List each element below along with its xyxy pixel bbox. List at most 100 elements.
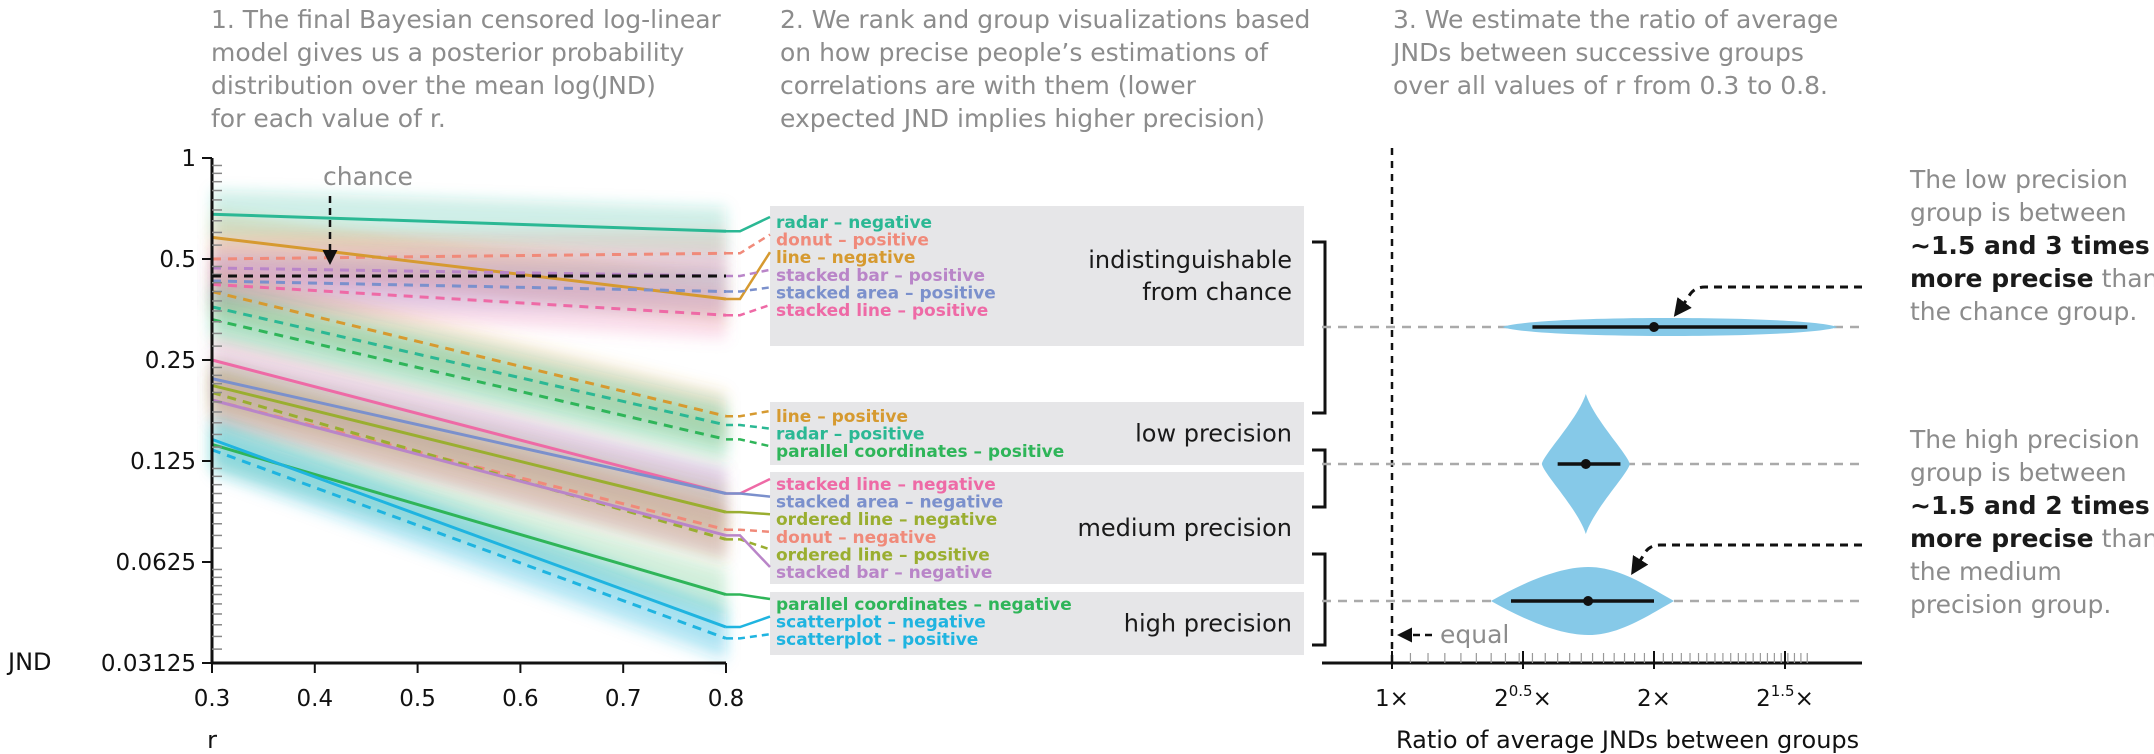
note-fragment: The low precision (1909, 165, 2128, 194)
y-tick-label: 0.25 (145, 348, 196, 374)
label-connector (726, 438, 771, 448)
chance-label: chance (323, 162, 413, 191)
caption-panel-3: 3. We estimate the ratio of average JNDs… (1391, 5, 1838, 100)
series-label: donut – positive (776, 231, 929, 251)
caption-2-line: correlations are with them (lower (780, 71, 1197, 100)
series-label: ordered line – negative (776, 510, 997, 530)
series-line (211, 383, 727, 514)
note-fragment: The high precision (1909, 425, 2140, 454)
ratio-tick-suffix: × (1795, 686, 1814, 712)
series-line (211, 290, 727, 418)
y-tick-label: 0.03125 (101, 651, 196, 677)
label-connector (726, 215, 771, 233)
caption-2-line: on how precise people’s estimations of (780, 38, 1269, 67)
label-connector (726, 492, 771, 498)
series-label: scatterplot – negative (776, 613, 986, 633)
series-label: line – positive (776, 407, 908, 427)
series-label: parallel coordinates – positive (776, 442, 1064, 462)
note-line: The low precision (1909, 165, 2128, 194)
series-line (211, 235, 727, 301)
ratio-tick-base: 1× (1375, 686, 1409, 712)
group-label: high precision (1124, 610, 1292, 638)
equal-label: equal (1440, 620, 1509, 649)
caption-2-line: 2. We rank and group visualizations base… (780, 5, 1310, 34)
caption-3-line: over all values of r from 0.3 to 0.8. (1393, 71, 1828, 100)
ratio-tick-base: 2 (1494, 686, 1509, 712)
label-connector (726, 538, 771, 551)
x-tick-label: 0.5 (399, 686, 436, 712)
group-label: low precision (1135, 420, 1292, 448)
series-label: stacked area – positive (776, 283, 996, 303)
note-line: ~1.5 and 3 times (1910, 231, 2150, 260)
series-line (211, 305, 727, 427)
label-connector (726, 268, 771, 278)
series-line (211, 358, 727, 495)
y-tick-label: 0.125 (130, 449, 196, 475)
x-tick-label: 0.4 (297, 686, 334, 712)
series-line (211, 448, 727, 640)
x-tick-label: 0.6 (502, 686, 539, 712)
caption-2-line: expected JND implies higher precision) (780, 104, 1265, 133)
x-tick-label: 0.8 (708, 686, 745, 712)
label-connector (726, 510, 771, 516)
label-connector (726, 477, 771, 495)
series-line (211, 398, 727, 537)
ratio-median-point (1583, 596, 1594, 606)
group-box (770, 206, 1304, 346)
series-label: radar – positive (776, 425, 925, 445)
low-note-arrow (1673, 285, 1862, 317)
ratio-tick-label: 2× (1637, 686, 1671, 712)
ratio-median-point (1580, 459, 1591, 469)
note-fragment: the chance group. (1910, 297, 2137, 326)
series-label: stacked area – negative (776, 493, 1003, 513)
label-connector (726, 409, 771, 418)
series-label: radar – negative (776, 213, 932, 233)
label-connector (726, 615, 771, 629)
series-label: stacked line – negative (776, 475, 996, 495)
group-bracket (1312, 552, 1327, 647)
series-line (211, 282, 727, 317)
note-line: group is between (1910, 458, 2127, 487)
x-tick-label: 0.7 (605, 686, 642, 712)
note-fragment: more precise (1910, 524, 2094, 553)
series-label: scatterplot – positive (776, 630, 978, 650)
caption-3-line: JNDs between successive groups (1391, 38, 1804, 67)
group-bracket (1312, 448, 1327, 509)
note-fragment: the medium (1910, 557, 2062, 586)
ratio-tick-exponent: 0.5 (1509, 682, 1533, 700)
label-connector (726, 233, 771, 255)
ratio-median-point (1649, 322, 1659, 332)
ratio-tick-label: 21.5× (1756, 682, 1814, 712)
ratio-axis-label: Ratio of average JNDs between groups (1396, 726, 1859, 754)
series-label: donut – negative (776, 528, 936, 548)
caption-1-line: distribution over the mean log(JND) (211, 71, 656, 100)
note-fragment: more precise (1910, 264, 2094, 293)
group-label: from chance (1142, 278, 1292, 306)
label-connector (726, 423, 771, 430)
ratio-tick-base: 2× (1637, 686, 1671, 712)
group-label: indistinguishable (1088, 246, 1292, 274)
series-line (211, 437, 727, 629)
label-connector (726, 632, 771, 640)
label-connector (726, 303, 771, 317)
caption-panel-1: 1. The final Bayesian censored log-linea… (211, 5, 722, 133)
group-box (770, 592, 1304, 655)
y-tick-label: 1 (181, 146, 196, 172)
note-line: ~1.5 and 2 times (1910, 491, 2150, 520)
series-label: parallel coordinates – negative (776, 595, 1072, 615)
note-line: the medium (1910, 557, 2062, 586)
series-line (211, 377, 727, 495)
note-fragment: than (2094, 524, 2154, 553)
series-line (211, 318, 727, 441)
series-lines (211, 212, 727, 640)
label-connector (726, 251, 772, 301)
note-fragment: group is between (1910, 198, 2127, 227)
note-line: precision group. (1910, 590, 2111, 619)
note-line: group is between (1910, 198, 2127, 227)
series-line (211, 266, 727, 278)
note-fragment: than (2094, 264, 2154, 293)
caption-3-line: 3. We estimate the ratio of average (1393, 5, 1838, 34)
label-connector (726, 534, 771, 568)
y-axis-label: JND (6, 648, 52, 676)
